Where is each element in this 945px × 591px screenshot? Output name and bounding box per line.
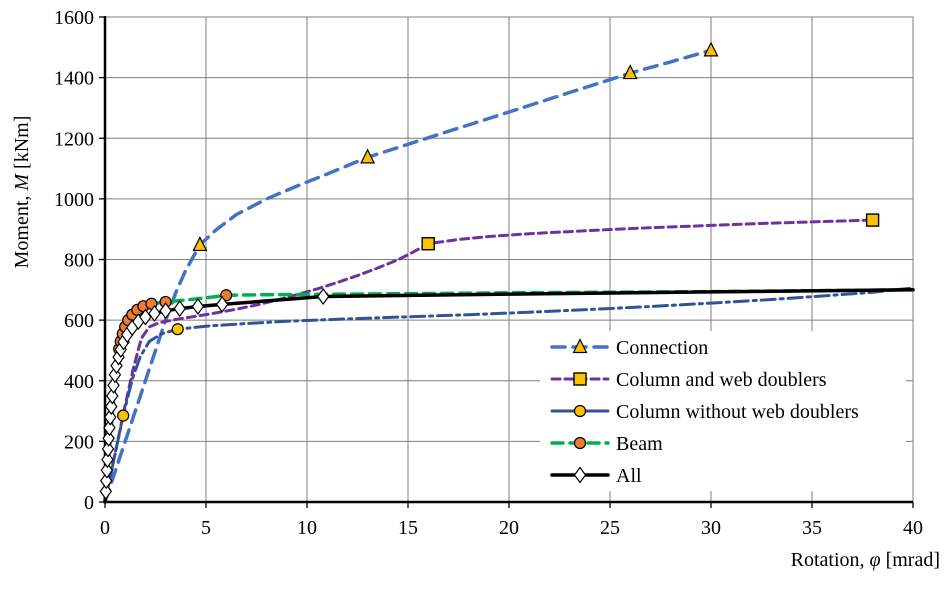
y-tick-label: 600 — [64, 310, 94, 332]
diamond-marker — [107, 376, 120, 394]
legend-label: All — [616, 465, 642, 487]
diamond-marker — [101, 440, 115, 458]
y-axis-title: Moment, M [kNm] — [11, 116, 33, 269]
circle-marker — [171, 323, 184, 336]
y-tick-label: 1600 — [54, 7, 94, 29]
y-tick-label: 1000 — [54, 189, 94, 211]
triangle-marker — [572, 338, 588, 354]
x-tick-label: 5 — [201, 517, 211, 539]
y-tick-label: 1200 — [54, 128, 94, 150]
diamond-marker — [102, 429, 115, 447]
diamond-marker — [104, 408, 117, 426]
legend: Connection Column and web doublers Column … — [540, 331, 906, 491]
series-line-column-and-web-doublers — [103, 218, 875, 504]
y-tick-label: 1400 — [54, 68, 94, 90]
square-marker — [573, 372, 587, 386]
x-tick-label: 40 — [903, 517, 923, 539]
x-tick-label: 10 — [297, 517, 317, 539]
legend-label: Connection — [616, 337, 708, 359]
diamond-marker — [105, 398, 118, 416]
triangle-marker — [360, 148, 376, 164]
diamond-marker — [99, 472, 113, 490]
x-tick-label: 20 — [499, 517, 519, 539]
series-all — [99, 287, 915, 504]
diamond-marker — [103, 419, 116, 437]
diamond-marker — [148, 304, 161, 322]
series-line-column-without-web-doublers — [103, 286, 915, 504]
x-axis-title: Rotation, φ [mrad] — [791, 549, 940, 571]
diamond-marker — [100, 461, 114, 479]
triangle-marker — [703, 41, 719, 57]
circle-marker — [117, 409, 130, 422]
diamond-marker — [99, 482, 113, 500]
legend-label: Beam — [616, 433, 663, 455]
legend-item-beam: Beam — [550, 433, 663, 455]
legend-item-connection: Connection — [550, 337, 708, 359]
x-tick-label: 0 — [100, 517, 110, 539]
legend-item-column-and-web-doublers: Column and web doublers — [550, 369, 827, 391]
y-tick-label: 0 — [84, 492, 94, 514]
diamond-marker — [139, 308, 152, 326]
diamond-marker — [159, 302, 172, 320]
diamond-marker — [106, 387, 119, 405]
square-marker — [865, 213, 880, 227]
diamond-marker — [573, 466, 587, 484]
tick-labels: 0 5 10 15 20 25 30 35 40020040060080010001200140… — [54, 7, 923, 539]
y-tick-label: 200 — [64, 431, 94, 453]
x-tick-label: 30 — [701, 517, 721, 539]
circle-marker — [573, 436, 587, 450]
legend-label: Column without web doublers — [616, 401, 859, 423]
diamond-marker — [173, 300, 186, 318]
diamond-marker — [316, 287, 330, 305]
square-marker — [421, 237, 435, 251]
series-connection — [103, 41, 719, 504]
x-tick-label: 35 — [802, 517, 822, 539]
triangle-marker — [622, 64, 638, 80]
axes — [99, 16, 914, 508]
circle-marker — [573, 404, 587, 418]
x-tick-label: 25 — [600, 517, 620, 539]
diamond-marker — [191, 297, 205, 315]
diamond-marker — [215, 295, 229, 313]
y-tick-label: 400 — [64, 371, 94, 393]
diamond-marker — [101, 451, 114, 469]
legend-item-all: All — [550, 465, 642, 487]
series-column-without-web-doublers — [103, 286, 915, 504]
x-tick-label: 15 — [398, 517, 418, 539]
series-line-connection — [103, 48, 713, 504]
triangle-marker — [192, 236, 208, 252]
series-column-and-web-doublers — [103, 213, 880, 504]
legend-item-column-without-web-doublers: Column without web doublers — [550, 401, 859, 423]
y-tick-label: 800 — [64, 250, 94, 272]
legend-label: Column and web doublers — [616, 369, 827, 391]
